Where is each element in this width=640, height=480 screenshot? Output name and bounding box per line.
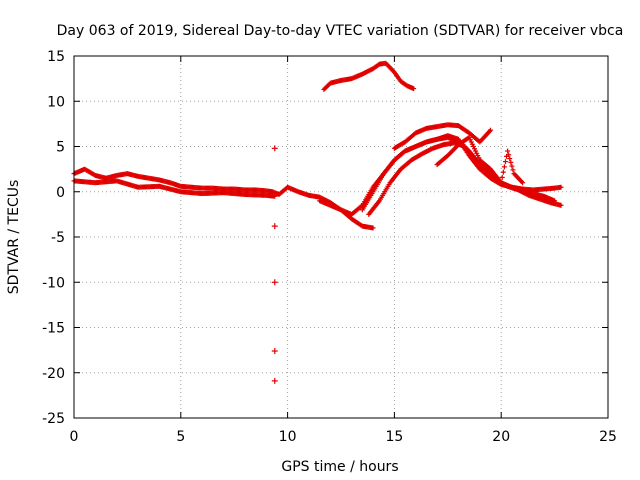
data-point — [501, 164, 507, 170]
data-point — [271, 348, 278, 355]
x-tick-label: 5 — [176, 429, 185, 445]
data-point — [510, 167, 516, 173]
data-point — [488, 127, 494, 133]
data-point — [502, 159, 508, 165]
y-tick-label: -20 — [42, 366, 65, 382]
y-tick-label: 15 — [47, 49, 65, 65]
y-tick-label: 10 — [47, 94, 65, 110]
data-point — [505, 148, 511, 154]
data-point — [271, 145, 278, 152]
data-points — [71, 60, 564, 384]
data-point — [498, 180, 504, 186]
x-tick-label: 20 — [492, 429, 510, 445]
x-axis-label: GPS time / hours — [281, 459, 398, 475]
y-tick-label: 0 — [56, 185, 65, 201]
data-point — [520, 180, 526, 186]
chart-title: Day 063 of 2019, Sidereal Day-to-day VTE… — [57, 23, 624, 39]
y-tick-label: 5 — [56, 140, 65, 156]
data-point — [507, 156, 513, 162]
data-point — [370, 225, 376, 231]
y-tick-label: -15 — [42, 321, 65, 337]
data-point — [271, 279, 278, 286]
data-point — [272, 193, 278, 199]
data-point — [499, 174, 505, 180]
y-tick-label: -25 — [42, 411, 65, 427]
x-tick-label: 0 — [70, 429, 79, 445]
data-point — [558, 202, 564, 208]
data-point — [508, 159, 514, 165]
data-point — [271, 377, 278, 384]
y-axis-label: SDTVAR / TECUs — [6, 180, 22, 295]
data-point — [411, 86, 417, 92]
x-tick-label: 15 — [385, 429, 403, 445]
y-tick-label: -10 — [42, 275, 65, 291]
data-point — [509, 163, 515, 169]
plot-frame — [73, 55, 609, 419]
y-tick-label: -5 — [51, 230, 65, 246]
x-tick-label: 10 — [279, 429, 297, 445]
data-point — [506, 152, 512, 158]
x-tick-label: 25 — [599, 429, 617, 445]
ticks: 0 5 10 15 20 25 15 10 5 0 -5 -10 -15 -20 -25 — [42, 49, 617, 445]
data-point — [271, 223, 278, 230]
data-point — [558, 184, 564, 190]
data-point — [500, 169, 506, 175]
